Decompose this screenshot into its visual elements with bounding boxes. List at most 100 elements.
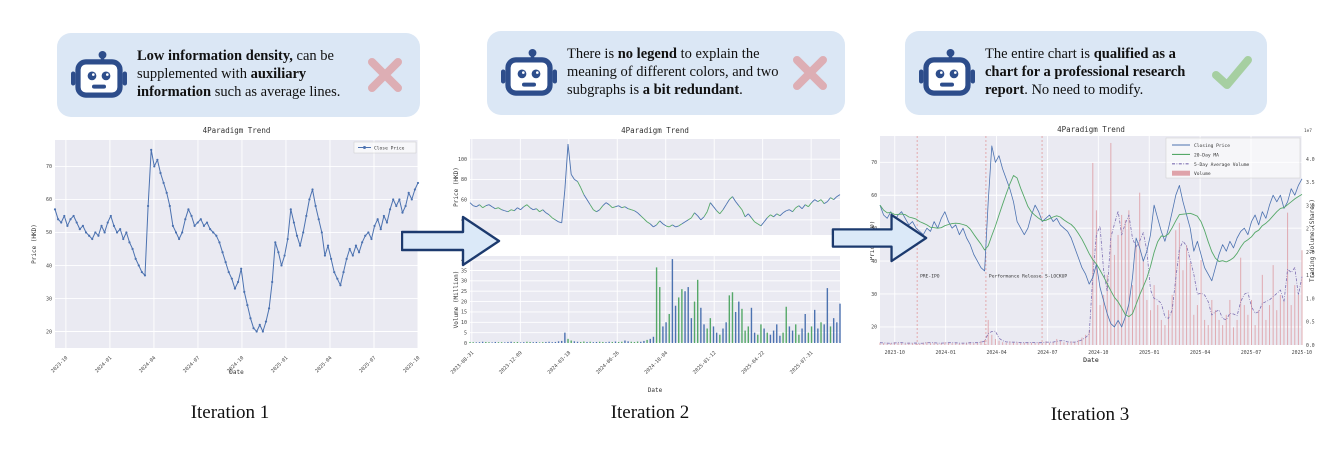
svg-text:2025-07: 2025-07: [1241, 350, 1261, 356]
svg-text:2023-10: 2023-10: [50, 355, 69, 374]
svg-text:30: 30: [46, 296, 52, 302]
svg-text:0.5: 0.5: [1306, 320, 1315, 326]
svg-text:2023-08-31: 2023-08-31: [450, 350, 475, 376]
svg-text:2.5: 2.5: [1306, 227, 1315, 233]
svg-text:Volume: Volume: [1194, 171, 1211, 177]
svg-text:4.0: 4.0: [1306, 157, 1315, 163]
svg-text:2023-10: 2023-10: [885, 350, 905, 356]
svg-text:2024-07: 2024-07: [1037, 350, 1057, 356]
feedback-text-segment: such as average lines.: [211, 83, 341, 100]
svg-text:50: 50: [46, 230, 52, 236]
svg-text:Closing Price: Closing Price: [1194, 143, 1230, 149]
svg-text:Price (HKD): Price (HKD): [453, 167, 460, 207]
svg-text:100: 100: [458, 157, 467, 163]
svg-text:70: 70: [46, 164, 52, 170]
feedback-text-segment: The entire chart is: [985, 46, 1094, 63]
svg-text:2023-12-09: 2023-12-09: [498, 350, 524, 376]
iteration-3-chart: PRE-IPO Performance Release S-LOCKUP 20 30 40…: [869, 124, 1317, 404]
svg-text:35: 35: [461, 268, 467, 274]
svg-text:2024-03-18: 2024-03-18: [547, 350, 573, 376]
svg-text:2025-10: 2025-10: [402, 355, 421, 374]
feedback-text-segment: auxiliary information: [137, 66, 307, 100]
svg-text:10: 10: [461, 320, 467, 326]
iteration-2-caption: Iteration 2: [610, 402, 690, 423]
feedback-bubble-1: Low information density, can be suppleme…: [57, 33, 420, 117]
svg-text:2024-10-04: 2024-10-04: [644, 350, 670, 376]
svg-text:3.0: 3.0: [1306, 203, 1315, 209]
svg-text:2025-04: 2025-04: [314, 355, 333, 374]
iteration-2-chart: 406080100Price (HKD)0510152025303540Volu…: [450, 124, 850, 404]
svg-text:70: 70: [871, 160, 877, 166]
svg-text:2025-10: 2025-10: [1292, 350, 1312, 356]
svg-text:Trading Volume (Shares): Trading Volume (Shares): [1309, 199, 1316, 282]
feedback-text-segment: .: [739, 81, 743, 98]
svg-text:20-Day MA: 20-Day MA: [1194, 152, 1219, 158]
svg-text:4Paradigm Trend: 4Paradigm Trend: [1057, 125, 1125, 134]
svg-text:Date: Date: [229, 369, 244, 376]
feedback-text-3: The entire chart is qualified as a chart…: [975, 46, 1209, 100]
svg-text:80: 80: [461, 177, 467, 183]
svg-text:40: 40: [46, 263, 52, 269]
feedback-text-segment: qualified as a chart for a professional …: [985, 46, 1186, 98]
svg-text:20: 20: [46, 329, 52, 335]
svg-text:2024-01: 2024-01: [936, 350, 956, 356]
svg-text:20: 20: [461, 299, 467, 305]
cross-icon: [787, 51, 833, 95]
svg-text:2.0: 2.0: [1306, 250, 1315, 256]
feedback-text-1: Low information density, can be suppleme…: [127, 48, 362, 102]
feedback-text-segment: to explain the meaning of different colo…: [567, 46, 779, 98]
svg-text:2024-10: 2024-10: [1088, 350, 1108, 356]
svg-text:5: 5: [464, 330, 467, 336]
check-icon: [1209, 51, 1255, 95]
robot-icon: [501, 44, 557, 102]
feedback-text-segment: Low information density,: [137, 48, 293, 65]
svg-text:Performance Release: Performance Release: [989, 274, 1042, 280]
svg-text:60: 60: [461, 197, 467, 203]
feedback-text-segment: . No need to modify.: [1024, 81, 1144, 98]
svg-text:60: 60: [871, 193, 877, 199]
svg-text:PRE-IPO: PRE-IPO: [920, 274, 940, 280]
svg-text:25: 25: [461, 289, 467, 295]
svg-text:2025-01-12: 2025-01-12: [692, 350, 718, 376]
feedback-text-2: There is no legend to explain the meanin…: [557, 46, 787, 100]
svg-text:60: 60: [46, 197, 52, 203]
svg-text:S-LOCKUP: S-LOCKUP: [1045, 274, 1067, 280]
svg-text:40: 40: [871, 259, 877, 265]
svg-text:2025-07-31: 2025-07-31: [789, 350, 815, 376]
svg-text:Date: Date: [648, 387, 663, 394]
svg-text:5-Day Average Volume: 5-Day Average Volume: [1194, 162, 1250, 168]
svg-text:2025-01: 2025-01: [1139, 350, 1159, 356]
svg-text:0: 0: [464, 341, 467, 347]
feedback-text-segment: a bit redundant: [642, 81, 740, 98]
feedback-text-segment: There is: [567, 46, 618, 63]
robot-icon: [919, 44, 975, 102]
svg-text:4Paradigm Trend: 4Paradigm Trend: [621, 126, 689, 135]
svg-text:15: 15: [461, 310, 467, 316]
robot-icon: [71, 46, 127, 104]
svg-text:2024-07: 2024-07: [182, 355, 201, 374]
iteration-1-chart: 20 30 40 50 60 70 2023-10 2024-01 2024-04 2024-07…: [28, 124, 428, 396]
feedback-bubble-2: There is no legend to explain the meanin…: [487, 31, 845, 115]
svg-text:30: 30: [461, 279, 467, 285]
svg-text:Volume (Million): Volume (Million): [453, 271, 460, 329]
svg-text:2025-04: 2025-04: [1190, 350, 1210, 356]
svg-text:2024-01: 2024-01: [94, 355, 113, 374]
svg-text:Close Price: Close Price: [374, 146, 405, 152]
flow-arrow-right-icon: [830, 213, 930, 263]
flow-arrow-right-icon: [400, 215, 501, 267]
svg-text:2024-06-26: 2024-06-26: [595, 350, 621, 376]
cross-icon: [362, 53, 408, 97]
svg-text:Date: Date: [1083, 356, 1099, 364]
svg-text:0.0: 0.0: [1306, 343, 1315, 349]
svg-text:4Paradigm Trend: 4Paradigm Trend: [203, 126, 271, 135]
iteration-1-caption: Iteration 1: [190, 402, 270, 423]
svg-text:1.0: 1.0: [1306, 296, 1315, 302]
svg-text:2024-04: 2024-04: [138, 355, 157, 374]
svg-text:30: 30: [871, 292, 877, 298]
feedback-text-segment: can be supplemented with: [137, 48, 334, 83]
svg-text:2025-01: 2025-01: [270, 355, 289, 374]
svg-text:20: 20: [871, 325, 877, 331]
svg-text:1e7: 1e7: [1304, 128, 1312, 134]
feedback-text-segment: no legend: [617, 46, 677, 63]
